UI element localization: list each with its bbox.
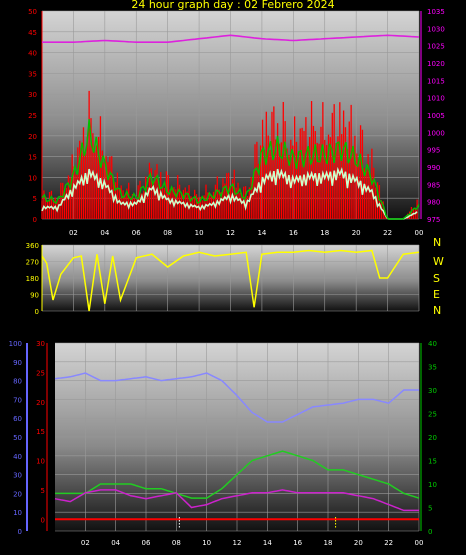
y-tick-label-left: 50 — [28, 8, 37, 16]
y-tick-label: 90 — [30, 292, 39, 300]
x-tick-label: 16 — [289, 229, 298, 237]
x-tick-label: 02 — [69, 229, 78, 237]
y-tick-label-right: 995 — [427, 147, 440, 155]
y-tick-label-left: 45 — [28, 29, 37, 37]
y-tick-label-humidity: 100 — [9, 340, 22, 348]
x-tick-label: 10 — [202, 539, 211, 547]
wind-avg-line — [41, 119, 420, 220]
y-tick-label-left: 0 — [33, 216, 37, 224]
temp-humidity-panel: 0102030405060708090100051015202530051015… — [9, 340, 437, 547]
y-tick-label-rain: 20 — [428, 434, 437, 442]
wind-pressure-panel: 0510152025303540455097598098599099510001… — [28, 8, 445, 237]
y-tick-label-right: 1010 — [427, 95, 445, 103]
y-tick-label-humidity: 20 — [13, 490, 22, 498]
y-tick-label-temp: 30 — [36, 340, 45, 348]
y-tick-label-humidity: 0 — [18, 528, 22, 536]
humidity-line — [54, 372, 419, 423]
y-tick-label-right: 1005 — [427, 112, 445, 120]
y-tick-label: 360 — [26, 242, 39, 250]
direction-label-n-top: N — [433, 236, 442, 249]
y-tick-label: 180 — [26, 275, 39, 283]
y-tick-label: 0 — [35, 308, 39, 316]
y-tick-label-humidity: 10 — [13, 509, 22, 517]
y-tick-label-right: 980 — [427, 199, 440, 207]
y-tick-label-left: 15 — [28, 154, 37, 162]
y-tick-label-humidity: 70 — [13, 396, 22, 404]
wind-direction-panel: 0 90 180 270 360 — [26, 242, 420, 316]
x-tick-label: 04 — [111, 539, 120, 547]
x-tick-label: 12 — [233, 539, 242, 547]
y-tick-label-right: 1015 — [427, 77, 445, 85]
y-tick-label-rain: 10 — [428, 481, 437, 489]
y-tick-label-right: 1020 — [427, 60, 445, 68]
y-tick-label-rain: 25 — [428, 411, 437, 419]
chart-title: 24 hour graph day : 02 Febrero 2024 — [131, 0, 335, 11]
x-tick-label: 18 — [320, 229, 329, 237]
y-tick-label-humidity: 40 — [13, 453, 22, 461]
y-tick-label-left: 35 — [28, 70, 37, 78]
y-tick-label-rain: 0 — [428, 528, 432, 536]
wind-direction-line — [41, 249, 420, 312]
x-tick-label: 14 — [257, 229, 266, 237]
y-tick-label-temp: 20 — [36, 399, 45, 407]
y-tick-label-humidity: 30 — [13, 472, 22, 480]
y-tick-label-temp: 25 — [36, 369, 45, 377]
x-tick-label: 02 — [81, 539, 90, 547]
x-tick-label: 08 — [163, 229, 172, 237]
y-tick-label-right: 1025 — [427, 43, 445, 51]
y-tick-label-left: 25 — [28, 112, 37, 120]
x-tick-label: 22 — [384, 539, 393, 547]
y-tick-label-humidity: 60 — [13, 415, 22, 423]
x-tick-label: 20 — [354, 539, 363, 547]
y-tick-label-humidity: 50 — [13, 434, 22, 442]
y-tick-label-left: 10 — [28, 174, 37, 182]
temperature-line — [54, 489, 419, 512]
y-tick-label-rain: 15 — [428, 458, 437, 466]
direction-label-s: S — [433, 272, 440, 285]
y-tick-label-right: 1035 — [427, 8, 445, 16]
x-tick-label: 10 — [195, 229, 204, 237]
y-tick-label-temp: 10 — [36, 458, 45, 466]
x-tick-label: 06 — [132, 229, 141, 237]
y-tick-label-rain: 30 — [428, 387, 437, 395]
y-tick-label: 270 — [26, 259, 39, 267]
y-tick-label-left: 40 — [28, 50, 37, 58]
y-tick-label-humidity: 90 — [13, 359, 22, 367]
x-tick-label: 00 — [415, 539, 424, 547]
x-tick-label: 14 — [263, 539, 272, 547]
direction-label-n-bottom: N — [433, 304, 442, 317]
y-tick-label-right: 1030 — [427, 25, 445, 33]
x-tick-label: 08 — [172, 539, 181, 547]
y-tick-label-left: 20 — [28, 133, 37, 141]
direction-label-w: W — [433, 255, 444, 268]
y-tick-label-temp: 5 — [41, 487, 45, 495]
y-tick-label-rain: 35 — [428, 364, 437, 372]
y-tick-label-rain: 5 — [428, 505, 432, 513]
x-tick-label: 20 — [352, 229, 361, 237]
y-tick-label-humidity: 80 — [13, 378, 22, 386]
wind-min-line — [41, 166, 418, 220]
x-tick-label: 12 — [226, 229, 235, 237]
x-tick-label: 22 — [383, 229, 392, 237]
pressure-line — [42, 34, 420, 43]
y-tick-label-rain: 40 — [428, 340, 437, 348]
x-tick-label: 04 — [100, 229, 109, 237]
y-tick-label-right: 1000 — [427, 129, 445, 137]
y-tick-label-temp: 0 — [41, 516, 45, 524]
y-tick-label-right: 985 — [427, 181, 440, 189]
x-tick-label: 16 — [293, 539, 302, 547]
x-tick-label: 06 — [142, 539, 151, 547]
x-tick-label: 18 — [324, 539, 333, 547]
y-tick-label-right: 990 — [427, 164, 440, 172]
y-tick-label-temp: 15 — [36, 428, 45, 436]
x-tick-label: 00 — [415, 229, 424, 237]
dewpoint-line — [55, 450, 420, 499]
y-tick-label-left: 30 — [28, 91, 37, 99]
y-tick-label-right: 975 — [427, 216, 440, 224]
y-tick-label-left: 5 — [33, 195, 37, 203]
direction-label-e: E — [433, 288, 440, 301]
